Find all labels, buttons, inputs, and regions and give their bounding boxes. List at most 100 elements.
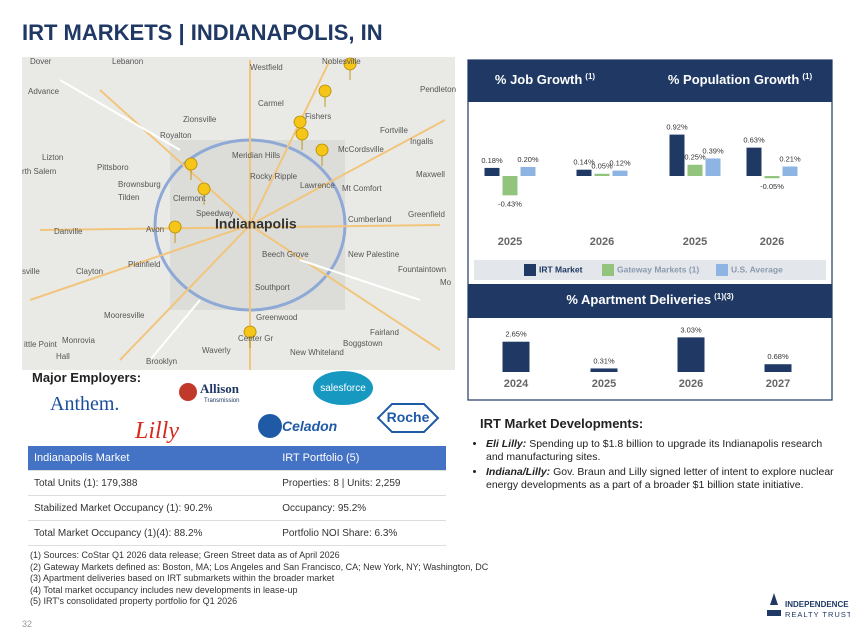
legend-label: Gateway Markets (1): [617, 264, 699, 274]
logo-icon: [179, 383, 197, 401]
bar: [484, 167, 500, 176]
map-label: Zionsville: [183, 115, 217, 124]
map-label: Clayton: [76, 267, 103, 276]
map-label: ittle Point: [24, 340, 58, 349]
table-header: Indianapolis Market IRT Portfolio (5): [28, 446, 446, 471]
footnotes: (1) Sources: CoStar Q1 2026 data release…: [30, 550, 488, 608]
x-tick-label: 2025: [498, 236, 522, 248]
map-label: Fairland: [370, 328, 399, 337]
map-label: Mt Comfort: [342, 184, 382, 193]
chart-title: % Population Growth (1): [668, 72, 813, 87]
map-label: Waverly: [202, 346, 231, 355]
chart-title-note: (1): [802, 72, 812, 81]
value-label: 0.05%: [591, 162, 613, 171]
map-label: Maxwell: [416, 170, 445, 179]
map-label: Cumberland: [348, 215, 392, 224]
logo-text: REALTY TRUST: [785, 610, 850, 619]
map-label: Tilden: [118, 193, 140, 202]
map-label: Lizton: [42, 153, 63, 162]
development-item: Indiana/Lilly: Gov. Braun and Lilly sign…: [486, 466, 836, 492]
development-text: Gov. Braun and Lilly signed letter of in…: [486, 466, 834, 491]
map-label: Advance: [28, 87, 60, 96]
map-label: Greenwood: [256, 313, 297, 322]
table-cell: Total Units (1): 179,388: [28, 470, 277, 496]
market-table: Indianapolis Market IRT Portfolio (5) To…: [28, 446, 446, 546]
table-row: Total Units (1): 179,388 Properties: 8 | …: [28, 470, 446, 496]
map-label: Lebanon: [112, 57, 143, 66]
map-label: Meridian Hills: [232, 151, 280, 160]
value-label: 2.65%: [505, 330, 527, 339]
value-label: 0.31%: [593, 356, 615, 365]
value-label: -0.43%: [498, 199, 522, 208]
map-label: Noblesville: [322, 57, 361, 66]
table-header-cell: Indianapolis Market: [28, 446, 277, 471]
bar: [594, 173, 610, 176]
map-label: Westfield: [250, 63, 283, 72]
page-number: 32: [22, 619, 32, 629]
map-label: Brooklyn: [146, 357, 177, 366]
footnote: (3) Apartment deliveries based on IRT su…: [30, 573, 335, 583]
legend-label: U.S. Average: [731, 264, 783, 274]
table-header-cell: IRT Portfolio (5): [276, 446, 446, 471]
legend-band: [474, 260, 826, 280]
footnote: (5) IRT's consolidated property portfoli…: [30, 596, 238, 606]
map-label: Royalton: [160, 131, 192, 140]
map-label: Brownsburg: [118, 180, 161, 189]
bar: [520, 167, 536, 176]
map: [22, 57, 455, 370]
logo-text: Anthem.: [50, 393, 119, 415]
development-lead: Indiana/Lilly:: [486, 466, 551, 478]
logo-icon: [258, 414, 282, 438]
bar: [687, 164, 703, 176]
logo-icon: [313, 371, 373, 405]
map-label: Lawrence: [300, 181, 335, 190]
value-label: 0.25%: [684, 153, 706, 162]
value-label: 0.18%: [481, 156, 503, 165]
logo-text: Allison: [200, 381, 240, 396]
logo-text: INDEPENDENCE: [785, 600, 849, 609]
map-label: Indianapolis: [215, 216, 297, 232]
logo-text: salesforce: [320, 383, 366, 394]
development-text: Spending up to $1.8 billion to upgrade i…: [486, 438, 823, 463]
value-label: 3.03%: [680, 325, 702, 334]
value-label: 0.14%: [573, 158, 595, 167]
bar: [612, 170, 628, 176]
map-label: Greenfield: [408, 210, 445, 219]
bar: [705, 158, 721, 176]
map-label: Southport: [255, 283, 290, 292]
map-label: Avon: [146, 225, 164, 234]
band: [468, 60, 832, 102]
value-label: 0.39%: [702, 146, 724, 155]
map-labels: Dover Lebanon Westfield Noblesville Advance P…: [22, 57, 456, 366]
x-tick-label: 2025: [592, 378, 616, 390]
value-label: 0.68%: [767, 352, 789, 361]
bar: [502, 176, 518, 196]
x-tick-label: 2026: [760, 236, 784, 248]
legend-label: IRT Market: [539, 264, 583, 274]
table-row: Total Market Occupancy (1)(4): 88.2% Port…: [28, 520, 446, 546]
x-tick-label: 2024: [504, 378, 529, 390]
chart-title-note: (1): [585, 72, 595, 81]
logo-text: Roche: [387, 409, 430, 425]
slide-title: IRT MARKETS | INDIANAPOLIS, IN: [22, 20, 383, 45]
development-lead: Eli Lilly:: [486, 438, 527, 450]
map-label: Fishers: [305, 112, 331, 121]
map-label: Fortville: [380, 126, 409, 135]
x-tick-label: 2026: [679, 378, 703, 390]
value-label: 0.21%: [779, 155, 801, 164]
bar: [669, 134, 685, 176]
chart-title: % Job Growth (1): [495, 72, 596, 87]
x-tick-label: 2027: [766, 378, 790, 390]
value-label: 0.20%: [517, 155, 539, 164]
employers-title: Major Employers:: [32, 370, 141, 385]
legend-swatch: [602, 264, 614, 276]
table-cell: Occupancy: 95.2%: [276, 495, 446, 521]
bar: [764, 176, 780, 179]
table-cell: Portfolio NOI Share: 6.3%: [276, 520, 446, 546]
map-label: Monrovia: [62, 336, 95, 345]
map-label: Rocky Ripple: [250, 172, 298, 181]
map-label: Mo: [440, 278, 452, 287]
legend-swatch: [716, 264, 728, 276]
